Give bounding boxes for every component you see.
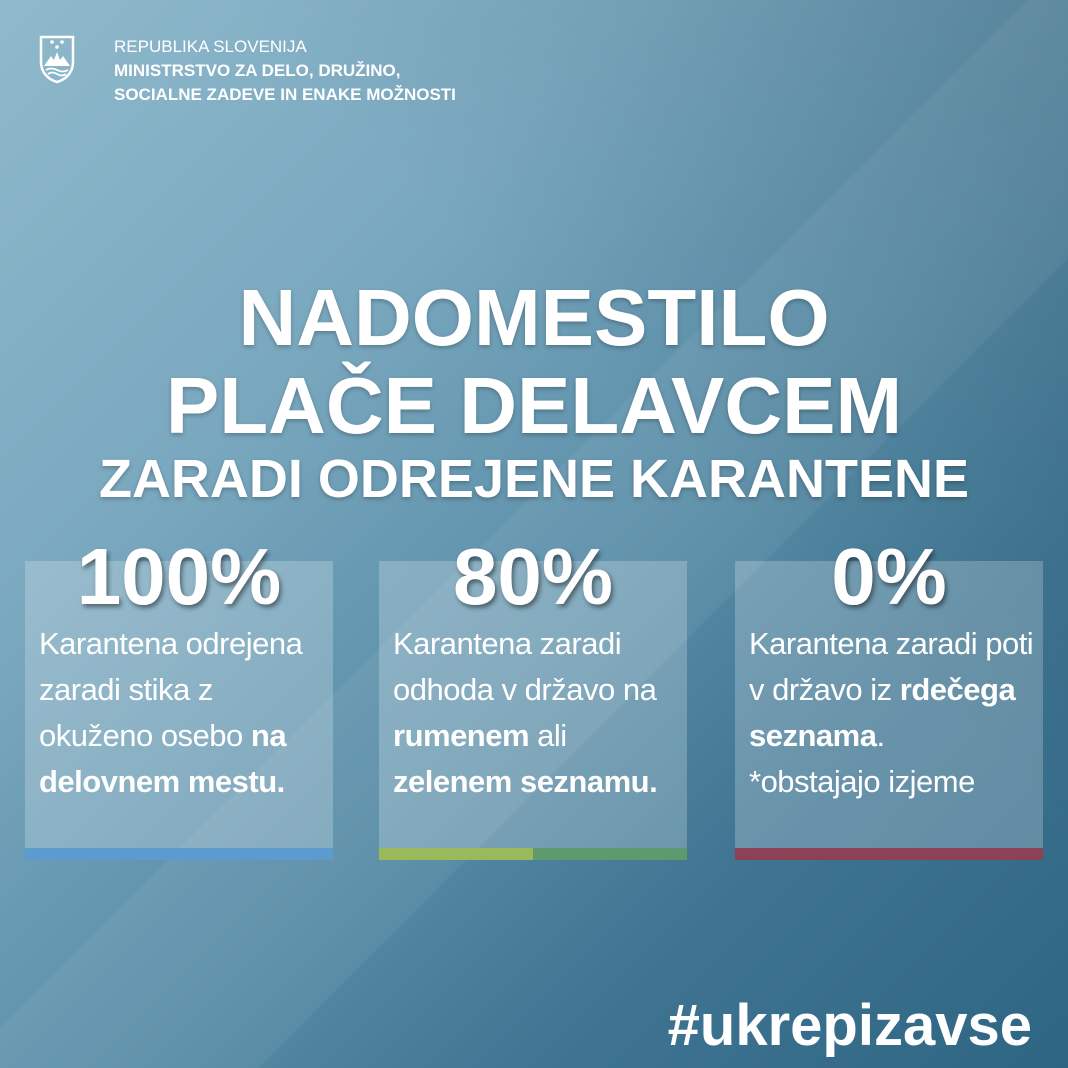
header-line1: REPUBLIKA SLOVENIJA: [114, 37, 307, 56]
hashtag: #ukrepizavse: [667, 993, 1032, 1058]
card-text-bold: rdečega seznama: [749, 672, 1016, 753]
card-text-regular: .: [876, 718, 885, 753]
card-text: Karantena zaradi odhoda v državo na rume…: [393, 621, 683, 805]
color-bar: [735, 848, 1043, 860]
card-text-bold: zelenem seznamu.: [393, 764, 658, 799]
card-note: *obstajajo izjeme: [749, 764, 975, 799]
card-percent: 0%: [831, 532, 947, 621]
ministry-header: REPUBLIKA SLOVENIJA MINISTRSTVO ZA DELO,…: [38, 34, 456, 107]
header-line2: MINISTRSTVO ZA DELO, DRUŽINO,: [114, 61, 401, 80]
title-line2: PLAČE DELAVCEM: [165, 361, 903, 450]
card-text-regular: ali: [529, 718, 567, 753]
card-text: Karantena zaradi poti v državo iz rdečeg…: [749, 621, 1039, 805]
card-80: 80% Karantena zaradi odhoda v državo na …: [379, 532, 687, 860]
card-text-regular: Karantena odrejena zaradi stika z okužen…: [39, 626, 303, 753]
color-bar: [379, 848, 687, 860]
card-percent: 80%: [452, 532, 614, 621]
color-bar: [25, 848, 333, 860]
card-text-bold: rumenem: [393, 718, 530, 753]
card-0: 0% Karantena zaradi poti v državo iz rde…: [735, 532, 1043, 860]
title-line3: ZARADI ODREJENE KARANTENE: [98, 449, 970, 509]
header-line3: SOCIALNE ZADEVE IN ENAKE MOŽNOSTI: [114, 85, 456, 104]
title-line1: NADOMESTILO: [238, 273, 830, 362]
card-percent: 100%: [76, 532, 282, 621]
card-100: 100% Karantena odrejena zaradi stika z o…: [25, 532, 333, 860]
card-text: Karantena odrejena zaradi stika z okužen…: [39, 621, 329, 805]
card-text-regular: Karantena zaradi poti v državo iz: [749, 626, 1034, 707]
coat-of-arms-icon: [39, 35, 75, 84]
card-text-bold: na delovnem mestu.: [39, 718, 287, 799]
card-text-regular: Karantena zaradi odhoda v državo na: [393, 626, 657, 707]
